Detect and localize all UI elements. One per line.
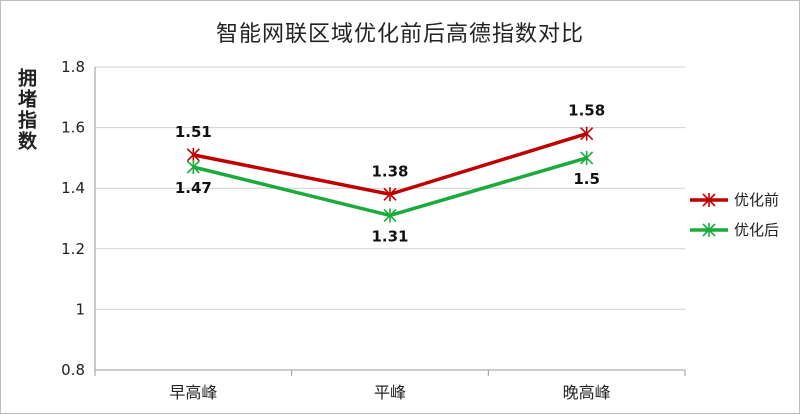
data-label: 1.31 — [371, 227, 408, 245]
legend-label-1: 优化前 — [734, 191, 779, 209]
y-tick-label: 1.4 — [61, 179, 85, 197]
data-label: 1.47 — [175, 179, 212, 197]
series-group: 1.51 1.38 1.58 1.47 1.31 1.5 — [175, 102, 605, 246]
data-label: 1.5 — [573, 170, 600, 188]
series-2-point — [383, 208, 397, 223]
x-tick-label: 晚高峰 — [563, 383, 611, 402]
y-tick-label: 1 — [75, 300, 85, 318]
series-1-point — [186, 147, 200, 162]
x-tick-label: 平峰 — [374, 383, 406, 402]
legend-marker-1 — [702, 193, 716, 207]
x-tick-label: 早高峰 — [169, 383, 217, 402]
y-tick-label: 1.2 — [61, 240, 85, 258]
y-tick-label: 1.6 — [61, 119, 85, 137]
axes — [94, 67, 686, 376]
series-1-point — [580, 126, 594, 141]
legend-label-2: 优化后 — [734, 221, 779, 239]
x-tick-labels: 早高峰 平峰 晚高峰 — [169, 383, 610, 402]
y-tick-label: 0.8 — [61, 361, 85, 379]
data-label: 1.51 — [175, 123, 212, 141]
series-1-point — [383, 187, 397, 202]
legend-marker-2 — [702, 223, 716, 237]
data-label: 1.38 — [371, 162, 408, 180]
y-tick-label: 1.8 — [61, 58, 85, 76]
chart-title: 智能网联区域优化前后高德指数对比 — [215, 22, 584, 47]
series-2-point — [580, 150, 594, 165]
series-2-point — [186, 159, 200, 174]
data-label: 1.58 — [568, 102, 605, 120]
y-tick-labels: 0.8 1 1.2 1.4 1.6 1.8 — [61, 58, 85, 379]
y-axis-label: 拥堵指数 — [15, 68, 37, 152]
